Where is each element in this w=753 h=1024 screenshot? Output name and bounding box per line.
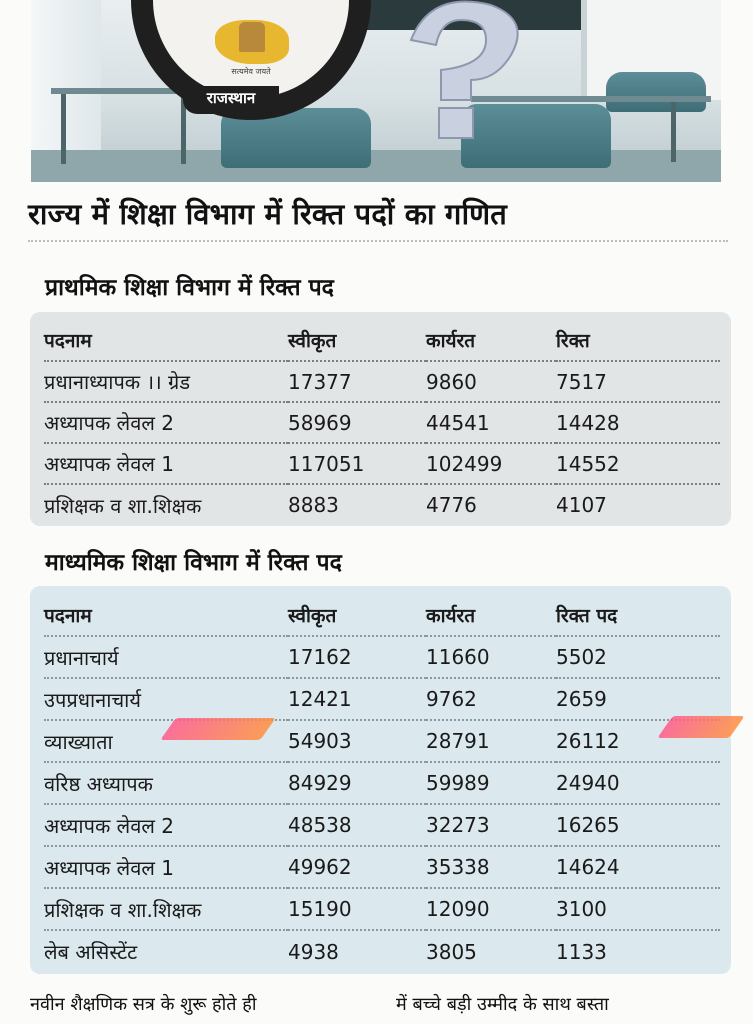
column-header-sanctioned: स्वीकृत xyxy=(288,594,426,637)
secondary-vacancy-table-panel: पदनाम स्वीकृत कार्यरत रिक्त पद प्रधानाचा… xyxy=(30,586,731,974)
cell-working: 102499 xyxy=(426,443,556,485)
column-header-working: कार्यरत xyxy=(426,594,556,637)
cell-designation: वरिष्ठ अध्यापक xyxy=(44,762,288,805)
table-row: उपप्रधानाचार्य 12421 9762 2659 xyxy=(44,678,720,721)
highlight-marker-right xyxy=(657,716,745,738)
cell-working: 35338 xyxy=(426,846,556,889)
cell-designation: अध्यापक लेवल 2 xyxy=(44,804,288,847)
column-header-vacant: रिक्त पद xyxy=(556,594,720,637)
cell-designation: अध्यापक लेवल 2 xyxy=(44,402,288,444)
cell-sanctioned: 48538 xyxy=(288,804,426,847)
table-row: वरिष्ठ अध्यापक 84929 59989 24940 xyxy=(44,762,720,805)
emblem-label-tag xyxy=(183,86,279,114)
cell-vacant: 14552 xyxy=(556,443,720,485)
cell-sanctioned: 117051 xyxy=(288,443,426,485)
table-row: प्रधानाध्यापक ।। ग्रेड 17377 9860 7517 xyxy=(44,361,720,403)
table-row: प्रशिक्षक व शा.शिक्षक 8883 4776 4107 xyxy=(44,484,720,525)
primary-vacancy-table-panel: पदनाम स्वीकृत कार्यरत रिक्त प्रधानाध्याप… xyxy=(30,312,731,526)
table-row: अध्यापक लेवल 2 58969 44541 14428 xyxy=(44,402,720,444)
column-header-designation: पदनाम xyxy=(44,594,288,637)
cell-vacant: 5502 xyxy=(556,636,720,679)
cell-working: 3805 xyxy=(426,939,477,964)
column-header-vacant: रिक्त xyxy=(556,320,720,362)
title-divider xyxy=(28,240,728,242)
table-header-row: पदनाम स्वीकृत कार्यरत रिक्त पद xyxy=(44,594,720,637)
emblem-label: राजस्थान xyxy=(206,89,256,107)
cell-sanctioned: 58969 xyxy=(288,402,426,444)
cell-working: 11660 xyxy=(426,636,556,679)
desk-leg xyxy=(671,102,676,162)
cell-designation: लेब असिस्टेंट xyxy=(44,940,138,964)
table-row: लेब असिस्टेंट 4938 3805 1133 xyxy=(44,930,720,972)
cell-working: 9860 xyxy=(426,361,556,403)
table-row-highlighted: व्याख्याता 54903 28791 26112 xyxy=(44,720,720,763)
column-header-working: कार्यरत xyxy=(426,320,556,362)
cell-sanctioned: 54903 xyxy=(288,720,426,763)
table-row: अध्यापक लेवल 1 49962 35338 14624 xyxy=(44,846,720,889)
cell-vacant: 14624 xyxy=(556,846,720,889)
cell-working: 32273 xyxy=(426,804,556,847)
cell-vacant: 1133 xyxy=(556,939,607,964)
classroom-chair xyxy=(461,104,611,168)
cell-sanctioned: 84929 xyxy=(288,762,426,805)
cell-working: 12090 xyxy=(426,888,556,931)
classroom-chair xyxy=(606,72,706,112)
cell-designation: प्रशिक्षक व शा.शिक्षक xyxy=(44,888,288,931)
classroom-desk xyxy=(51,88,191,94)
article-body-text-right: में बच्चे बड़ी उम्मीद के साथ बस्ता xyxy=(396,994,609,1015)
secondary-section-heading: माध्यमिक शिक्षा विभाग में रिक्त पद xyxy=(45,550,342,576)
cell-vacant: 24940 xyxy=(556,762,720,805)
table-row: प्रशिक्षक व शा.शिक्षक 15190 12090 3100 xyxy=(44,888,720,931)
cell-sanctioned: 8883 xyxy=(288,493,339,517)
table-row: अध्यापक लेवल 1 117051 102499 14552 xyxy=(44,443,720,485)
highlight-marker-left xyxy=(160,718,276,740)
table-row: प्रधानाचार्य 17162 11660 5502 xyxy=(44,636,720,679)
cell-sanctioned: 49962 xyxy=(288,846,426,889)
table-header-row: पदनाम स्वीकृत कार्यरत रिक्त xyxy=(44,320,720,362)
cell-working: 9762 xyxy=(426,678,556,721)
cell-designation: व्याख्याता xyxy=(44,720,288,763)
column-header-sanctioned: स्वीकृत xyxy=(288,320,426,362)
desk-leg xyxy=(181,94,186,164)
cell-working: 28791 xyxy=(426,720,556,763)
cell-vacant: 2659 xyxy=(556,678,720,721)
header-photo: सत्यमेव जयते xyxy=(31,0,721,182)
cell-sanctioned: 12421 xyxy=(288,678,426,721)
cell-vacant: 7517 xyxy=(556,361,720,403)
desk-leg xyxy=(61,94,66,164)
cell-working: 4776 xyxy=(426,493,477,517)
cell-working: 44541 xyxy=(426,402,556,444)
cell-sanctioned: 15190 xyxy=(288,888,426,931)
primary-vacancy-table: पदनाम स्वीकृत कार्यरत रिक्त प्रधानाध्याप… xyxy=(44,320,720,525)
cell-vacant: 14428 xyxy=(556,402,720,444)
cell-designation: प्रधानाचार्य xyxy=(44,636,288,679)
cell-sanctioned: 17162 xyxy=(288,636,426,679)
primary-section-heading: प्राथमिक शिक्षा विभाग में रिक्त पद xyxy=(45,275,334,301)
cell-designation: अध्यापक लेवल 1 xyxy=(44,846,288,889)
cell-working: 59989 xyxy=(426,762,556,805)
classroom-desk xyxy=(471,96,711,102)
cell-sanctioned: 4938 xyxy=(288,939,339,964)
cell-vacant: 4107 xyxy=(556,493,607,517)
article-body-text-left: नवीन शैक्षणिक सत्र के शुरू होते ही xyxy=(30,994,257,1015)
cell-designation: प्रधानाध्यापक ।। ग्रेड xyxy=(44,361,288,403)
emblem-motto: सत्यमेव जयते xyxy=(231,67,271,76)
table-row: अध्यापक लेवल 2 48538 32273 16265 xyxy=(44,804,720,847)
cell-sanctioned: 17377 xyxy=(288,361,426,403)
question-mark-icon xyxy=(409,0,519,139)
national-emblem-icon xyxy=(239,22,265,52)
cell-designation: उपप्रधानाचार्य xyxy=(44,678,288,721)
cell-vacant: 3100 xyxy=(556,888,720,931)
cell-designation: अध्यापक लेवल 1 xyxy=(44,443,288,485)
page-title: राज्य में शिक्षा विभाग में रिक्त पदों का… xyxy=(28,197,507,231)
secondary-vacancy-table: पदनाम स्वीकृत कार्यरत रिक्त पद प्रधानाचा… xyxy=(44,594,720,972)
cell-designation: प्रशिक्षक व शा.शिक्षक xyxy=(44,493,202,518)
column-header-designation: पदनाम xyxy=(44,320,288,362)
cell-vacant: 16265 xyxy=(556,804,720,847)
